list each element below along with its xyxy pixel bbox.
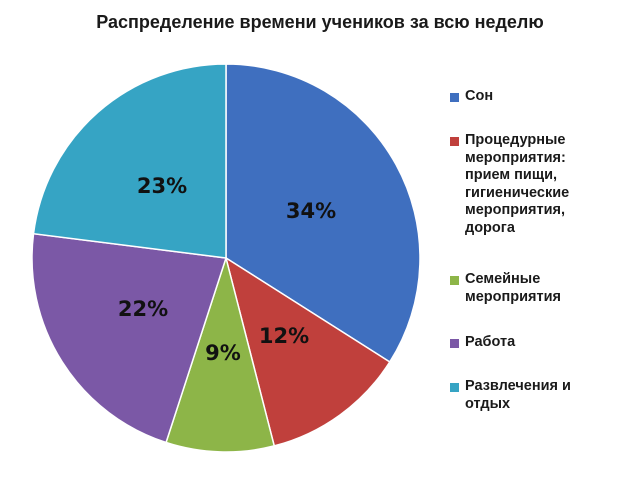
legend-item-4: Работа (450, 334, 630, 352)
slice-data-label-3: 9% (205, 341, 241, 365)
pie-slice-4 (31, 232, 227, 444)
legend-label-line: Процедурные (465, 132, 566, 148)
pie-slice-1 (225, 63, 421, 363)
legend-label-line: дорога (465, 219, 515, 236)
slice-data-label-4: 22% (118, 297, 168, 321)
legend-swatch-4 (450, 339, 459, 348)
legend-item-2: Процедурные мероприятия: прием пищи, гигиен… (450, 132, 630, 237)
legend-label-3: Семейные мероприятия (465, 271, 561, 306)
pie-slice-3 (165, 255, 276, 453)
legend-item-3: Семейные мероприятия (450, 271, 630, 306)
legend-label-line: гигиенические (465, 184, 570, 201)
legend-label-line: отдых (465, 395, 511, 412)
legend-label-5: Развлечения и отдых (465, 378, 571, 413)
legend-label-line: Развлечения и (465, 378, 571, 394)
legend-label-line: прием пищи, (465, 167, 558, 183)
legend-swatch-5 (450, 383, 459, 392)
slice-data-label-2: 12% (259, 324, 309, 348)
legend-swatch-2 (450, 137, 459, 146)
legend-label-line: Работа (465, 334, 516, 350)
pie-slice-5 (32, 63, 227, 259)
legend-item-5: Развлечения и отдых (450, 378, 630, 413)
chart-title: Распределение времени учеников за всю не… (96, 12, 544, 32)
legend-label-line: мероприятия (465, 288, 561, 305)
legend-label-line: мероприятия: (465, 149, 566, 166)
legend-item-1: Сон (450, 88, 630, 106)
legend-label-line: Семейные (465, 271, 541, 287)
slice-data-label-5: 23% (137, 174, 187, 198)
legend-label-4: Работа (465, 334, 515, 352)
legend-label-2: Процедурные мероприятия: прием пищи, гигиен… (465, 132, 569, 237)
legend-label-1: Сон (465, 88, 493, 106)
pie-slice-2 (224, 256, 391, 447)
legend-swatch-3 (450, 276, 459, 285)
slice-data-label-1: 34% (286, 199, 336, 223)
legend-label-line: мероприятия, (465, 202, 565, 218)
legend-label-line: Сон (465, 88, 494, 104)
legend-swatch-1 (450, 93, 459, 102)
